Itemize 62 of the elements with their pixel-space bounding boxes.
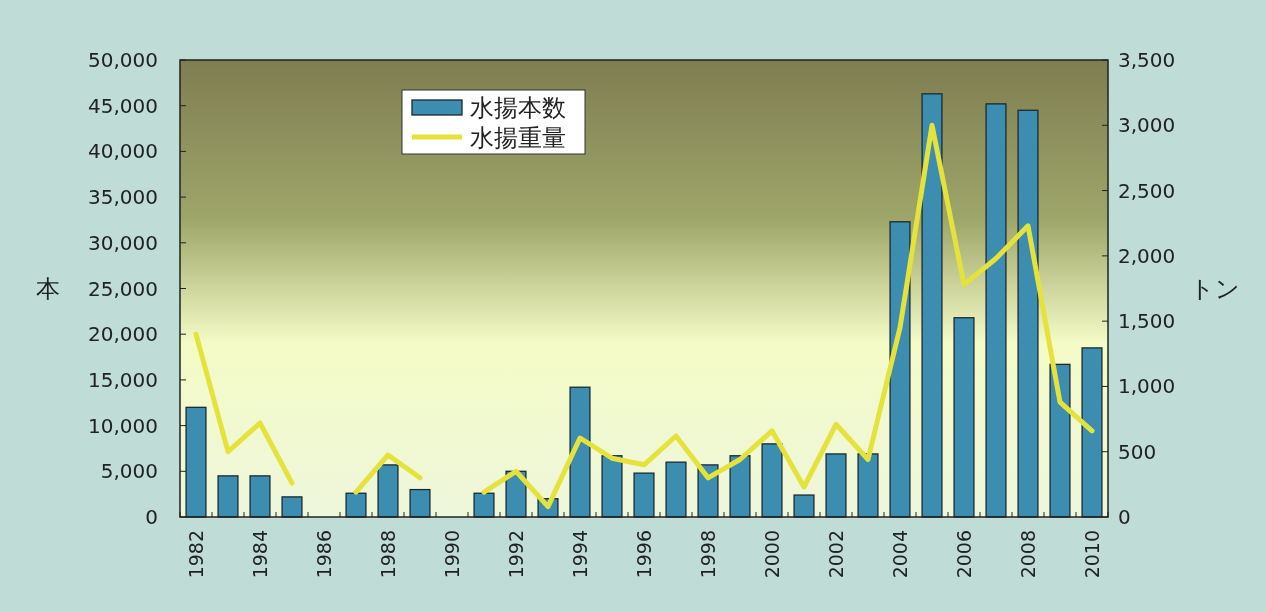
bar [729,455,751,518]
y2-tick-label: 2,000 [1118,243,1176,268]
y-tick-label: 35,000 [88,185,158,210]
x-tick-label: 2000 [761,530,783,579]
bar [569,386,591,518]
bar [409,488,431,518]
bar [1081,347,1103,518]
y-tick-label: 45,000 [88,93,158,118]
bar [921,93,943,518]
y-tick-label: 0 [145,505,158,529]
legend-label: 水揚重量 [470,124,566,152]
bar [825,453,847,518]
bar [601,455,623,518]
bar [953,317,975,518]
bar [793,494,815,518]
legend-label: 水揚本数 [470,94,566,122]
y-tick-label: 20,000 [88,322,158,347]
x-tick-label: 2010 [1081,530,1103,579]
x-tick-label: 1990 [441,530,463,579]
y2-tick-label: 3,000 [1118,113,1176,138]
bar [345,492,367,518]
y-tick-label: 10,000 [88,413,158,438]
y-tick-label: 50,000 [88,48,158,72]
x-tick-label: 1988 [377,530,399,579]
bar [185,406,207,518]
y2-tick-label: 1,000 [1118,374,1176,399]
bar [217,475,239,518]
y-tick-label: 15,000 [88,367,158,392]
x-tick-label: 1992 [505,530,527,579]
x-tick-label: 2008 [1017,530,1039,579]
bar [281,496,303,518]
y2-tick-label: 2,500 [1118,178,1176,203]
x-tick-label: 2004 [889,530,911,579]
x-tick-label: 1982 [185,530,207,579]
y-tick-label: 30,000 [88,230,158,255]
bar [857,453,879,518]
bar [665,461,687,518]
bar [473,492,495,518]
y2-axis-title: トン [1190,275,1240,303]
x-tick-label: 1998 [697,530,719,579]
y2-tick-label: 0 [1118,505,1131,529]
y-axis-title: 本 [36,275,60,303]
x-tick-label: 1994 [569,530,591,579]
bar [633,472,655,518]
bar [985,103,1007,518]
x-tick-label: 2006 [953,530,975,579]
x-tick-label: 1984 [249,530,271,579]
y2-tick-label: 1,500 [1118,309,1176,334]
bar [761,443,783,518]
bar [377,464,399,518]
x-tick-label: 1986 [313,530,335,579]
y2-tick-label: 500 [1118,439,1157,464]
x-tick-label: 2002 [825,530,847,579]
y-tick-label: 40,000 [88,139,158,164]
y-tick-label: 5,000 [100,459,158,484]
x-tick-label: 1996 [633,530,655,579]
y-tick-label: 25,000 [88,276,158,301]
bar [249,475,271,518]
bar [1017,109,1039,518]
bar [1049,363,1071,518]
y2-tick-label: 3,500 [1118,48,1176,72]
bar [889,221,911,518]
